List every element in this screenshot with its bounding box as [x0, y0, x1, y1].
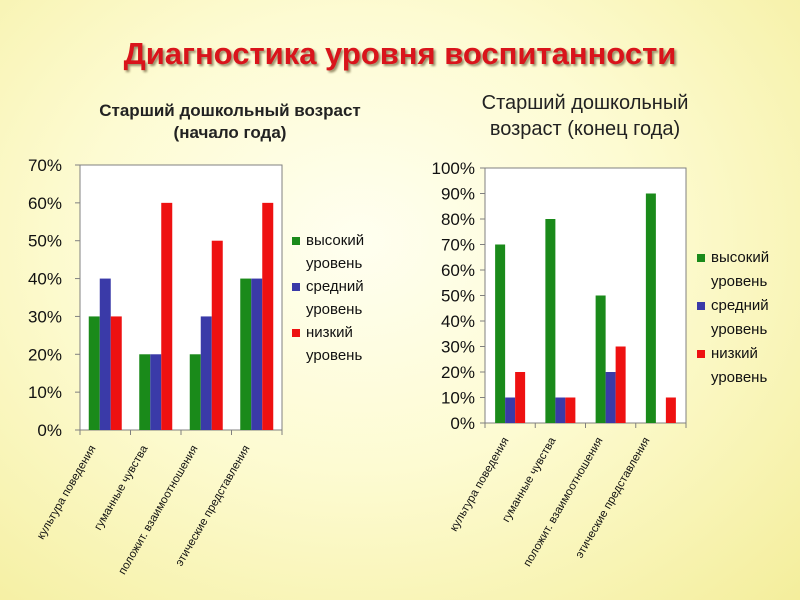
right-legend-label: низкий [711, 345, 758, 362]
right-ytick-label: 10% [441, 389, 475, 408]
left-category-label: культура поведения [35, 444, 99, 542]
left-legend-label: средний [306, 278, 364, 295]
left-bar [88, 316, 100, 430]
right-bar [545, 219, 556, 423]
right-legend-swatch [697, 254, 705, 262]
left-bar [251, 278, 263, 430]
left-ytick-label: 30% [28, 307, 62, 326]
right-legend-label: уровень [711, 321, 767, 338]
right-ytick-label: 80% [441, 210, 475, 229]
right-bar [605, 372, 616, 423]
right-legend-label: высокий [711, 249, 769, 266]
left-bar [200, 316, 212, 430]
right-ytick-label: 90% [441, 185, 475, 204]
left-legend-swatch [292, 283, 300, 291]
left-bar [99, 278, 111, 430]
right-legend-label: средний [711, 297, 769, 314]
left-legend-swatch [292, 237, 300, 245]
right-legend-label: уровень [711, 369, 767, 386]
right-bar [645, 193, 656, 423]
page-title: Диагностика уровня воспитанности [123, 36, 677, 71]
right-ytick-label: 70% [441, 236, 475, 255]
left-bar [161, 202, 173, 430]
right-category-label: гуманные чувства [500, 435, 559, 524]
left-ytick-label: 40% [28, 270, 62, 289]
right-ytick-label: 100% [432, 159, 475, 178]
right-ytick-label: 30% [441, 338, 475, 357]
right-chart-title-line-2: возраст (конец года) [489, 118, 681, 140]
right-bar [555, 397, 566, 423]
left-legend-label: уровень [306, 255, 362, 272]
right-legend-label: уровень [711, 273, 767, 290]
left-chart-title-line-2: (начало года) [173, 123, 287, 143]
left-legend-swatch [292, 329, 300, 337]
left-chart-title: Старший дошкольный возраст (начало года) [40, 100, 420, 144]
left-legend-label: уровень [306, 347, 362, 364]
right-ytick-label: 60% [441, 261, 475, 280]
right-category-label: положит. взаимоотношения [522, 436, 606, 569]
right-bar [565, 397, 576, 423]
right-bar [505, 397, 516, 423]
right-ytick-label: 0% [450, 414, 475, 433]
left-ytick-label: 10% [28, 383, 62, 402]
right-legend-swatch [697, 302, 705, 310]
right-bar [515, 372, 526, 423]
right-ytick-label: 50% [441, 287, 475, 306]
right-bar [615, 346, 626, 423]
left-ytick-label: 50% [28, 232, 62, 251]
right-bar [495, 244, 506, 423]
left-bar [110, 316, 122, 430]
left-legend-label: высокий [306, 232, 364, 249]
left-chart: 0% 10% 20% 30% 40% 50% 60% 70% культура поведени… [28, 156, 364, 577]
left-category-label: гуманные чувства [92, 443, 151, 532]
right-chart-title: Старший дошкольный возраст (конец года) [400, 90, 770, 142]
left-bar [240, 278, 252, 430]
right-ytick-label: 20% [441, 363, 475, 382]
left-bar [262, 202, 274, 430]
left-bar [189, 354, 201, 430]
right-legend-swatch [697, 350, 705, 358]
left-bar [139, 354, 151, 430]
right-bar [665, 397, 676, 423]
right-chart-title-line-1: Старший дошкольный [481, 92, 689, 114]
left-bar [150, 354, 162, 430]
left-legend-label: низкий [306, 324, 353, 341]
right-ytick-label: 40% [441, 312, 475, 331]
right-bar [595, 295, 606, 423]
left-chart-title-line-1: Старший дошкольный возраст [99, 101, 361, 120]
left-ytick-label: 0% [37, 421, 62, 440]
left-ytick-label: 60% [28, 194, 62, 213]
left-ytick-label: 20% [28, 345, 62, 364]
left-bar [211, 240, 223, 430]
left-legend-label: уровень [306, 301, 362, 318]
left-ytick-label: 70% [28, 156, 62, 175]
right-chart: 0%10%20%30%40%50%60%70%80%90%100%культур… [432, 159, 770, 569]
